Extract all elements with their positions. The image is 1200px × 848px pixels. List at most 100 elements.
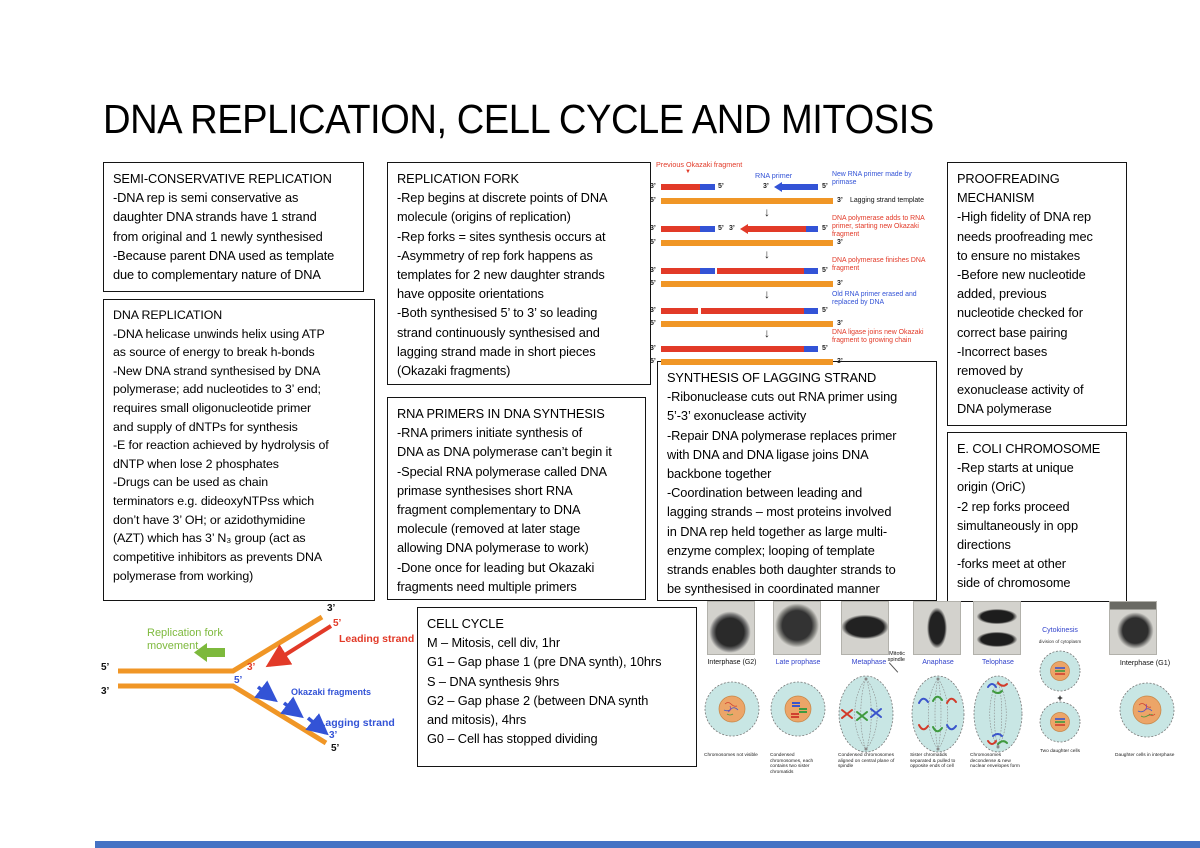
okazaki-fragment-bar [661,308,698,314]
prime-label: 5’ [331,743,340,754]
box-heading: DNA REPLICATION [113,308,223,322]
prime-label: 3’ [650,225,656,232]
box-body: -Rep starts at unique origin (OriC) -2 r… [957,460,1078,591]
rna-primer-bar [700,184,715,190]
okazaki-fragment-bar [661,268,700,274]
phase-label: Late prophase [775,659,821,666]
step-label: Old RNA primer erased and replaced by DN… [832,291,917,307]
plus-sign: + [1057,693,1063,703]
note-box-replication-fork: REPLICATION FORK -Rep begins at discrete… [387,162,651,385]
note-box-ecoli: E. COLI CHROMOSOME -Rep starts at unique… [947,432,1127,602]
fork-diagram-art [118,614,333,746]
template-strand-bar [661,198,833,204]
step-label: DNA polymerase adds to RNA primer, start… [832,215,925,239]
phase-column-telophase: Telophase Chromosomes decondense & new n… [969,597,1027,793]
phase-column-cytokinesis: Cytokinesis division of cytoplasm + Two … [1029,597,1091,793]
box-body: -Rep begins at discrete points of DNA mo… [397,190,608,378]
phase-label: Interphase (G2) [707,659,757,666]
pointer-down-icon: ▼ [685,169,691,175]
template-strand-bar [661,281,833,287]
prime-label: 5’ [101,662,110,673]
prime-label: 5’ [234,675,243,686]
phase-caption: Two daughter cells [1040,749,1080,754]
growing-fragment-arrowhead [740,224,748,234]
parent-strand-top [118,614,324,674]
fork-movement-arrow-icon [194,643,225,662]
box-body: -DNA helicase unwinds helix using ATP as… [113,326,329,583]
template-strand-bar [661,240,833,246]
okazaki-arrow [254,680,278,703]
prime-label: 3’ [837,280,843,287]
prime-label: 5’ [822,307,828,314]
new-rna-primer-bar [804,346,818,352]
micrograph-anaphase [913,601,961,655]
lagging-strand-diagram: Previous Okazaki fragment ▼ RNA primer 3… [648,158,942,372]
phase-caption: Daughter cells in interphase [1115,753,1175,758]
phase-caption: Chromosomes decondense & new nuclear env… [970,753,1020,770]
box-body: -DNA rep is semi conservative as daughte… [113,190,335,282]
prime-label: 3’ [650,183,656,190]
okazaki-arrow [305,713,329,736]
box-heading: CELL CYCLE [427,616,504,631]
prime-label: 3’ [837,358,843,365]
phase-caption: Condensed chromosomes, each contains two… [770,753,814,775]
prime-label: 5’ [650,239,656,246]
new-rna-primer-bar [804,308,818,314]
template-strand-bar [661,359,833,365]
prime-label: 3’ [650,307,656,314]
prime-label: 5’ [333,618,342,629]
down-arrow-icon: ↓ [764,247,770,261]
micrograph-interphase-g1 [1109,601,1157,655]
step-label: New RNA primer made by primase [832,171,912,187]
prime-label: 5’ [650,358,656,365]
prime-label: 3’ [763,183,769,190]
box-heading: REPLICATION FORK [397,171,519,186]
box-body: -Ribonuclease cuts out RNA primer using … [667,389,898,597]
okazaki-arrow [280,696,304,719]
leading-strand-arrow [265,624,333,668]
new-rna-primer-bar [782,184,818,190]
rna-primer-bar [700,268,715,274]
box-body: M – Mitosis, cell div, 1hr G1 – Gap phas… [427,635,662,747]
note-box-dna-replication: DNA REPLICATION -DNA helicase unwinds he… [103,299,375,601]
prime-label: 5’ [650,320,656,327]
phase-label: Metaphase [851,659,887,666]
cell-cartoon-metaphase [838,675,894,753]
prime-label: 3’ [101,686,110,697]
box-heading: E. COLI CHROMOSOME [957,441,1101,456]
prime-label: 5’ [822,183,828,190]
okazaki-fragment-bar [661,226,700,232]
cell-cartoon-interphase-g1 [1119,682,1175,738]
down-arrow-icon: ↓ [764,205,770,219]
phase-label: Interphase (G1) [1119,658,1171,667]
prime-label: 3’ [650,345,656,352]
prime-label: 3’ [837,320,843,327]
box-body: -RNA primers initiate synthesis of DNA a… [397,425,612,594]
prime-label: 5’ [718,183,724,190]
box-heading: PROOFREADING MECHANISM [957,171,1060,206]
new-rna-primer-bar [806,226,818,232]
prime-label: 3’ [837,197,843,204]
prime-label: 5’ [822,345,828,352]
joined-strand-bar [661,346,804,352]
prime-label: 3’ [837,239,843,246]
down-arrow-icon: ↓ [764,326,770,340]
lagging-strand-label: Lagging strand [319,717,395,729]
micrograph-late-prophase [773,601,821,655]
cell-cartoon-cytokinesis [1039,650,1081,743]
phase-label: Cytokinesis [1042,627,1078,634]
cytokinesis-subtitle: division of cytoplasm [1038,639,1082,644]
new-rna-primer-bar [804,268,818,274]
rna-primer-bar [700,226,715,232]
prime-label: 5’ [822,267,828,274]
page-footer-bar [95,841,1200,848]
note-box-semi-conservative: SEMI-CONSERVATIVE REPLICATION -DNA rep i… [103,162,364,292]
mitotic-spindle-label: Mitotic spindle [887,651,905,664]
prime-label: 5’ [650,280,656,287]
replaced-dna-bar [701,308,804,314]
phase-column-interphase-g1: Interphase (G1) Daughter cells in interp… [1095,597,1195,793]
step-label: DNA ligase joins new Okazaki fragment to… [832,329,924,345]
box-heading: SEMI-CONSERVATIVE REPLICATION [113,171,332,186]
parent-strand-bottom [118,683,328,746]
phase-caption: Condensed chromosomes aligned on central… [838,753,895,770]
